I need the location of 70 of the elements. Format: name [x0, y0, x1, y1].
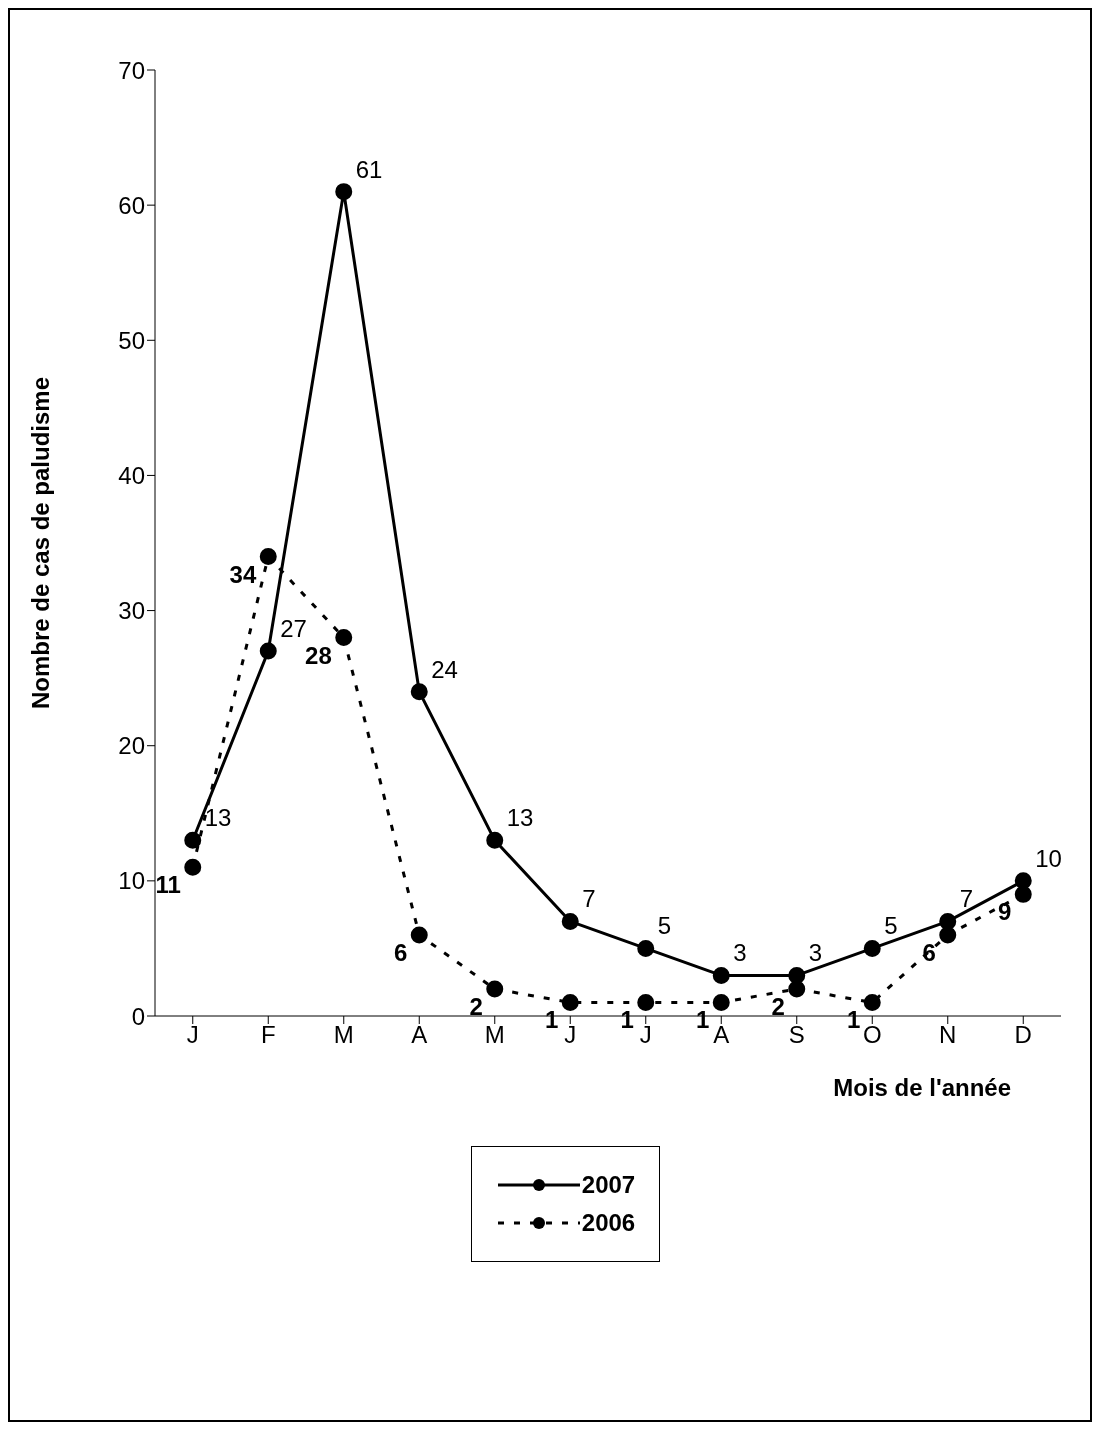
point — [712, 966, 730, 984]
data-label: 1 — [846, 1006, 861, 1034]
point — [863, 993, 881, 1011]
data-label: 61 — [355, 155, 383, 183]
data-label: 5 — [884, 912, 898, 940]
point — [486, 980, 504, 998]
point — [939, 926, 957, 944]
y-tick-label: 70 — [118, 56, 145, 84]
data-label: 3 — [808, 939, 823, 967]
data-label: 24 — [431, 655, 458, 683]
point — [335, 183, 353, 201]
point — [561, 912, 579, 930]
y-tick-label: 10 — [118, 867, 145, 895]
point — [259, 548, 277, 566]
x-tick-label: M — [484, 1021, 505, 1049]
y-tick-label: 20 — [118, 732, 145, 760]
data-label: 6 — [393, 938, 408, 966]
point — [410, 683, 428, 701]
y-tick-label: 40 — [118, 461, 145, 489]
data-label: 10 — [1035, 844, 1062, 872]
data-label: 2 — [469, 992, 483, 1020]
point — [184, 858, 202, 876]
x-tick-label: J — [639, 1021, 652, 1049]
point — [788, 980, 806, 998]
point — [184, 831, 202, 849]
data-label: 28 — [305, 641, 332, 669]
data-label: 27 — [280, 615, 307, 643]
point — [788, 966, 806, 984]
data-label: 1 — [695, 1006, 710, 1034]
data-label: 1 — [620, 1006, 634, 1034]
point — [486, 831, 504, 849]
point — [637, 939, 655, 957]
data-label: 11 — [155, 871, 181, 899]
point — [637, 993, 655, 1011]
x-axis-title: Mois de l'année — [833, 1074, 1011, 1101]
x-tick-label: A — [411, 1021, 428, 1049]
data-label: 3 — [733, 939, 747, 967]
legend-label: 2007 — [581, 1171, 636, 1199]
data-label: 2 — [771, 992, 785, 1020]
data-label: 1 — [544, 1006, 559, 1034]
point — [335, 629, 353, 647]
point — [259, 642, 277, 660]
data-label: 9 — [997, 898, 1012, 926]
y-tick-label: 30 — [118, 597, 145, 625]
x-tick-label: J — [186, 1021, 199, 1049]
y-axis-title: Nombre de cas de paludisme — [26, 376, 54, 710]
point — [712, 993, 730, 1011]
y-tick-label: 0 — [131, 1002, 145, 1030]
data-label: 34 — [229, 560, 257, 588]
x-tick-label: F — [260, 1021, 276, 1049]
point — [863, 939, 881, 957]
data-label: 13 — [506, 804, 534, 832]
x-tick-label: N — [939, 1021, 957, 1049]
x-tick-label: M — [333, 1021, 354, 1049]
data-label: 7 — [582, 885, 596, 913]
data-label: 7 — [959, 885, 974, 913]
data-label: 13 — [204, 804, 232, 832]
x-tick-label: J — [564, 1021, 577, 1049]
point — [1014, 885, 1032, 903]
legend-label: 2006 — [581, 1209, 636, 1237]
x-tick-label: A — [713, 1021, 730, 1049]
data-label: 5 — [657, 912, 672, 940]
point — [561, 993, 579, 1011]
x-tick-label: O — [862, 1021, 882, 1049]
y-tick-label: 60 — [118, 191, 145, 219]
x-tick-label: D — [1014, 1021, 1032, 1049]
point — [939, 912, 957, 930]
x-tick-label: S — [788, 1021, 805, 1049]
y-tick-label: 50 — [118, 326, 145, 354]
point — [410, 926, 428, 944]
